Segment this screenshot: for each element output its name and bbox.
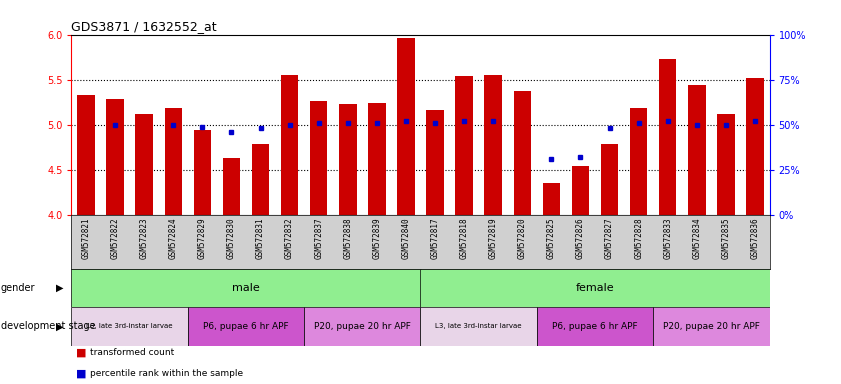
Text: GSM572822: GSM572822	[111, 218, 119, 259]
Bar	[455, 76, 473, 215]
Text: percentile rank within the sample: percentile rank within the sample	[90, 369, 243, 377]
Bar	[304, 307, 420, 346]
Bar	[251, 144, 269, 215]
Bar	[537, 307, 653, 346]
Bar	[397, 38, 415, 215]
Bar	[77, 95, 95, 215]
Bar	[688, 85, 706, 215]
Text: GSM572839: GSM572839	[373, 218, 381, 259]
Bar	[188, 307, 304, 346]
Text: GSM572824: GSM572824	[169, 218, 177, 259]
Text: GDS3871 / 1632552_at: GDS3871 / 1632552_at	[71, 20, 217, 33]
Text: GSM572840: GSM572840	[401, 218, 410, 259]
Text: GSM572832: GSM572832	[285, 218, 294, 259]
Text: GSM572835: GSM572835	[722, 218, 730, 259]
Bar	[630, 108, 648, 215]
Text: GSM572833: GSM572833	[664, 218, 672, 259]
Bar	[71, 307, 188, 346]
Bar	[106, 99, 124, 215]
Text: P20, pupae 20 hr APF: P20, pupae 20 hr APF	[314, 322, 410, 331]
Bar	[600, 144, 618, 215]
Bar	[717, 114, 734, 215]
Text: transformed count: transformed count	[90, 348, 174, 356]
Text: GSM572828: GSM572828	[634, 218, 643, 259]
Text: GSM572820: GSM572820	[518, 218, 526, 259]
Text: GSM572823: GSM572823	[140, 218, 149, 259]
Bar	[135, 114, 153, 215]
Text: GSM572829: GSM572829	[198, 218, 207, 259]
Bar	[368, 103, 385, 215]
Text: GSM572831: GSM572831	[256, 218, 265, 259]
Text: GSM572825: GSM572825	[547, 218, 556, 259]
Text: GSM572818: GSM572818	[460, 218, 468, 259]
Text: GSM572830: GSM572830	[227, 218, 236, 259]
Text: development stage: development stage	[1, 321, 96, 331]
Bar	[659, 59, 676, 215]
Text: GSM572817: GSM572817	[431, 218, 440, 259]
Text: GSM572838: GSM572838	[343, 218, 352, 259]
Text: L3, late 3rd-instar larvae: L3, late 3rd-instar larvae	[87, 323, 173, 329]
Text: male: male	[232, 283, 260, 293]
Bar	[223, 158, 241, 215]
Bar	[746, 78, 764, 215]
Text: P6, pupae 6 hr APF: P6, pupae 6 hr APF	[204, 322, 288, 331]
Bar	[281, 75, 299, 215]
Text: L3, late 3rd-instar larvae: L3, late 3rd-instar larvae	[436, 323, 522, 329]
Text: gender: gender	[1, 283, 35, 293]
Text: GSM572827: GSM572827	[605, 218, 614, 259]
Bar	[542, 182, 560, 215]
Text: P6, pupae 6 hr APF: P6, pupae 6 hr APF	[553, 322, 637, 331]
Bar	[310, 101, 327, 215]
Text: GSM572826: GSM572826	[576, 218, 585, 259]
Text: P20, pupae 20 hr APF: P20, pupae 20 hr APF	[663, 322, 759, 331]
Text: GSM572819: GSM572819	[489, 218, 498, 259]
Text: GSM572821: GSM572821	[82, 218, 91, 259]
Bar	[339, 104, 357, 215]
Text: ■: ■	[76, 348, 86, 358]
Bar	[420, 307, 537, 346]
Text: ■: ■	[76, 369, 86, 379]
Text: GSM572834: GSM572834	[692, 218, 701, 259]
Bar	[572, 166, 590, 215]
Text: ▶: ▶	[56, 321, 63, 331]
Bar	[165, 108, 182, 215]
Bar	[420, 269, 770, 307]
Text: GSM572837: GSM572837	[315, 218, 323, 259]
Bar	[653, 307, 770, 346]
Bar	[193, 130, 211, 215]
Bar	[484, 75, 502, 215]
Bar	[514, 91, 531, 215]
Bar	[71, 269, 420, 307]
Text: female: female	[576, 283, 614, 293]
Bar	[426, 110, 444, 215]
Text: ▶: ▶	[56, 283, 63, 293]
Text: GSM572836: GSM572836	[750, 218, 759, 259]
